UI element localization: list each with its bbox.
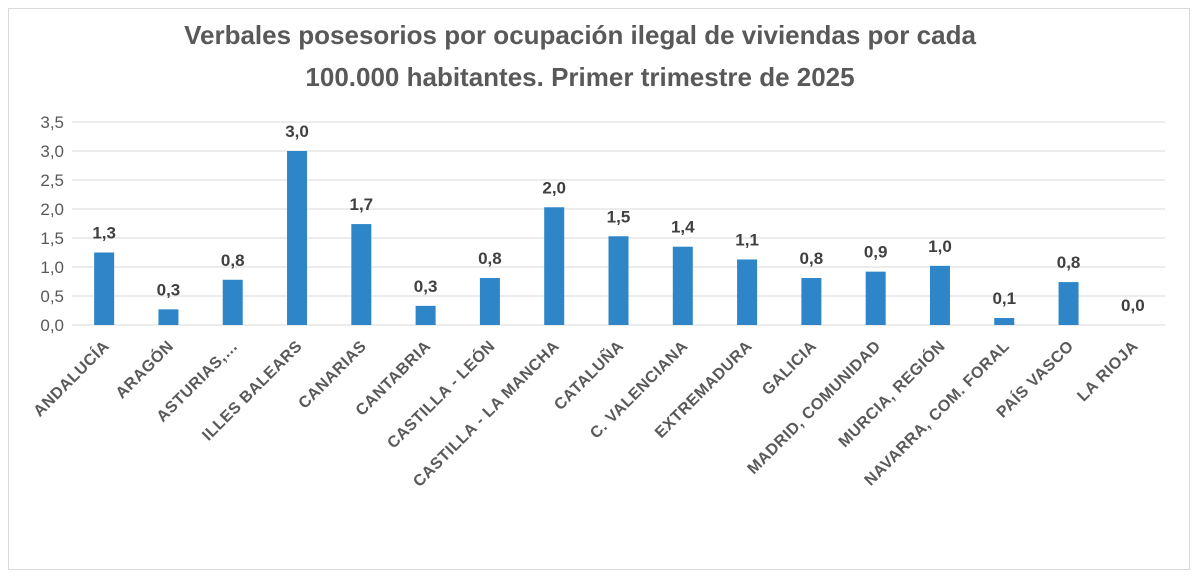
data-label: 0,0	[1121, 296, 1145, 315]
y-tick-label: 2,5	[40, 171, 64, 190]
chart-frame	[8, 8, 1190, 570]
x-tick-label: ARAGÓN	[111, 336, 177, 402]
data-label: 1,3	[92, 224, 116, 243]
bar	[865, 271, 886, 325]
y-tick-label: 2,0	[40, 200, 64, 219]
bar	[415, 305, 436, 325]
y-tick-label: 1,5	[40, 229, 64, 248]
data-label: 0,8	[1057, 253, 1081, 272]
data-label: 0,8	[478, 249, 502, 268]
y-tick-label: 0,5	[40, 287, 64, 306]
data-label: 0,3	[157, 280, 181, 299]
y-tick-label: 3,0	[40, 142, 64, 161]
bar	[994, 318, 1015, 325]
x-tick-label: ANDALUCÍA	[29, 336, 113, 420]
bar	[1058, 282, 1079, 325]
data-label: 1,7	[350, 195, 374, 214]
bar	[479, 278, 500, 325]
chart-title: Verbales posesorios por ocupación ilegal…	[0, 14, 1160, 98]
chart-title-line-2: 100.000 habitantes. Primer trimestre de …	[305, 62, 855, 92]
x-tick-label: MADRID, COMUNIDAD	[745, 338, 885, 478]
x-tick-label: MURCIA, REGIÓN	[834, 336, 949, 451]
bar	[222, 279, 243, 325]
bar	[608, 236, 629, 325]
data-label: 0,1	[992, 289, 1016, 308]
bar	[801, 278, 822, 325]
y-axis: 0,0 0,5 1,0 1,5 2,0 2,5 3,0 3,5	[40, 113, 64, 335]
x-tick-label: GALICIA	[759, 338, 820, 399]
chart-title-line-1: Verbales posesorios por ocupación ilegal…	[184, 20, 976, 50]
bar-series	[94, 151, 1079, 325]
y-tick-label: 1,0	[40, 258, 64, 277]
bar	[672, 246, 693, 325]
data-label: 1,4	[671, 218, 695, 237]
data-label: 0,8	[800, 249, 824, 268]
data-label: 3,0	[285, 122, 309, 141]
bar	[737, 259, 758, 325]
bar	[351, 224, 372, 325]
data-labels: 1,3 0,3 0,8 3,0 1,7 0,3 0,8 2,0 1,5 1,4 1,1 0,8 0,9 1…	[92, 122, 1144, 315]
data-label: 1,0	[928, 237, 952, 256]
bar	[94, 252, 115, 325]
data-label: 0,8	[221, 251, 245, 270]
bar	[158, 309, 179, 325]
bar	[287, 151, 308, 325]
data-label: 2,0	[542, 178, 566, 197]
y-tick-label: 3,5	[40, 113, 64, 132]
data-label: 0,3	[414, 277, 438, 296]
data-label: 1,1	[735, 230, 759, 249]
data-label: 0,9	[864, 243, 888, 262]
x-tick-label: CASTILLA - LEÓN	[383, 336, 499, 452]
bar	[929, 265, 950, 325]
x-tick-label: LA RIOJA	[1074, 338, 1141, 405]
bar	[544, 207, 565, 325]
y-tick-label: 0,0	[40, 316, 64, 335]
data-label: 1,5	[607, 207, 631, 226]
